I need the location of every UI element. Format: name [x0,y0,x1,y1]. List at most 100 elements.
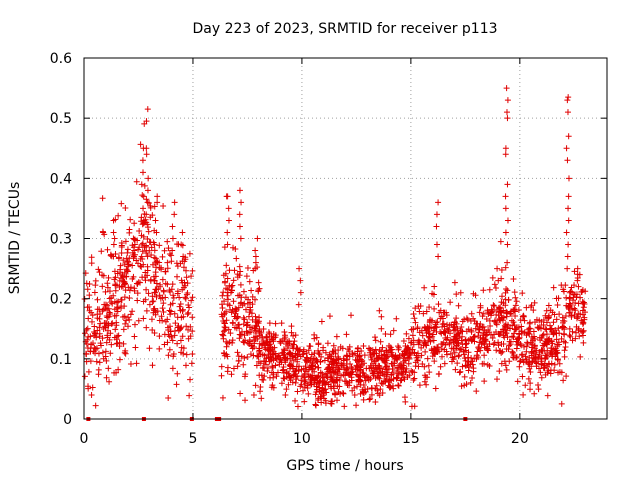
data-point [104,306,111,313]
data-point [104,284,111,291]
data-point [508,310,515,317]
data-point [130,235,137,242]
data-point [497,348,504,355]
data-point [160,300,167,307]
data-point [108,341,115,348]
data-point [481,378,488,385]
data-point [251,340,258,347]
data-point [86,281,93,287]
data-point [516,334,523,341]
data-point [550,346,557,353]
data-point [302,363,309,370]
data-point [250,391,257,398]
data-point [388,346,395,353]
data-point [461,382,468,389]
data-point [313,357,320,364]
data-point [285,381,292,388]
data-point [467,335,474,342]
data-point [123,273,130,280]
data-point [579,286,586,293]
data-point [287,374,294,381]
data-point [431,358,438,365]
data-point [341,403,348,410]
data-point [188,273,195,280]
data-point [354,364,361,371]
data-point [188,297,195,304]
data-point [93,334,100,341]
data-point [358,348,365,355]
data-point [545,367,552,374]
data-point [148,316,155,323]
data-point [572,335,579,342]
data-point [519,351,526,358]
data-point [372,346,379,353]
data-point [504,259,511,266]
data-point [573,294,580,301]
data-point [236,211,243,218]
data-point [122,320,129,327]
data-point [499,293,506,300]
data-point [252,265,259,272]
data-point [292,332,299,339]
data-point [321,378,328,385]
data-point [572,329,579,336]
data-point [168,258,175,265]
data-point [151,330,158,337]
data-point [346,353,353,360]
data-point [569,289,576,296]
data-point [184,290,191,297]
data-point [322,381,329,388]
data-point [238,294,245,301]
data-point [491,339,498,346]
data-point [88,260,95,267]
data-point [94,345,101,352]
data-point [456,346,463,353]
data-point [381,351,388,358]
data-point [408,403,415,410]
data-point [504,217,511,224]
data-point [224,292,231,299]
data-point [519,313,526,320]
data-point [237,390,244,397]
data-point [434,319,441,326]
data-point [238,353,245,360]
data-point [106,295,113,302]
data-point [308,351,315,358]
data-point [503,313,510,320]
data-point [525,360,532,367]
data-point [152,260,159,267]
data-point [149,326,156,333]
data-point [130,253,137,260]
data-point [315,380,322,387]
data-point [370,372,377,379]
data-point [530,328,537,335]
data-point [92,282,99,289]
data-point [455,340,462,347]
y-tick-label: 0.2 [50,292,72,308]
data-point [455,353,462,360]
data-point [565,133,572,140]
data-point [246,341,253,348]
data-point [243,273,250,280]
data-point [577,311,584,318]
data-point [314,396,321,403]
data-point [292,397,299,404]
data-point [264,368,271,375]
data-point [492,284,499,291]
data-point [183,323,190,330]
data-point [266,341,273,348]
data-point [412,305,419,312]
data-point [174,290,181,297]
data-point [266,358,273,365]
data-point [121,278,128,285]
data-point [423,381,430,388]
data-point [547,325,554,332]
data-point [110,229,117,236]
data-point [502,193,509,200]
data-point [154,199,161,206]
data-point [497,308,504,315]
data-point [144,187,151,194]
data-point [101,231,108,238]
data-point [385,342,392,349]
data-point [468,310,475,317]
